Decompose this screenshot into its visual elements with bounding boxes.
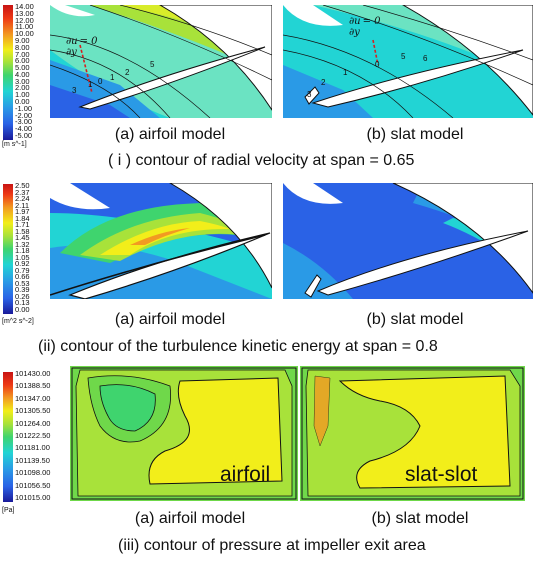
colorbar-tick-label: -4.00	[15, 124, 33, 134]
colorbar-tick-label: 10.00	[15, 29, 34, 39]
colorbar-tick-label: 0.53	[15, 278, 30, 288]
colorbar-tick-label: 101305.50	[15, 406, 51, 416]
velocity-unit: [m s^-1]	[2, 141, 27, 148]
contour-label: 1	[343, 68, 348, 77]
slat-slot-overlay-label: slat-slot	[405, 463, 478, 486]
caption-1a: (a) airfoil model	[114, 126, 226, 143]
gradient-annotation-a: ∂u = 0 ∂y	[66, 36, 98, 58]
contour-label: 2	[125, 68, 130, 77]
gradient-annotation-b: ∂u = 0 ∂y	[349, 16, 381, 38]
pressure-airfoil-panel	[70, 366, 298, 501]
tke-colorbar-gradient	[3, 184, 13, 314]
contour-label: 3	[72, 86, 77, 95]
section-title-2: (ii) contour of the turbulence kinetic e…	[38, 338, 438, 355]
section-title-3: (iii) contour of pressure at impeller ex…	[118, 537, 426, 554]
colorbar-tick-label: 2.50	[15, 181, 30, 190]
colorbar-tick-label: -5.00	[15, 131, 33, 140]
colorbar-tick-label: 101347.00	[15, 393, 51, 403]
colorbar-tick-label: 0.26	[15, 291, 30, 301]
radial-velocity-slat-panel: 3 2 1 0 5 6	[283, 5, 533, 118]
contour-label: 2	[321, 78, 326, 87]
colorbar-tick-label: 2.11	[15, 200, 30, 210]
pressure-colorbar-gradient	[3, 372, 13, 502]
colorbar-tick-label: 1.45	[15, 233, 30, 243]
colorbar-tick-label: 5.00	[15, 63, 30, 73]
colorbar-tick-label: 0.66	[15, 272, 30, 282]
colorbar-tick-label: 0.13	[15, 298, 30, 308]
colorbar-tick-label: 1.97	[15, 207, 30, 217]
colorbar-tick-label: 0.39	[15, 285, 30, 295]
velocity-colorbar-ticks: 14.00 13.00 12.00 11.00 10.00 9.00 8.00 7.00 6.0…	[15, 3, 45, 140]
contour-label: 3	[307, 90, 312, 99]
colorbar-tick-label: 4.00	[15, 69, 30, 79]
tke-colorbar-ticks: 2.50 2.37 2.24 2.11 1.97 1.84 1.71 1.58 1.45 1.32…	[15, 182, 45, 314]
pressure-slat-panel	[300, 366, 525, 501]
airfoil-overlay-label: airfoil	[220, 463, 271, 486]
contour-label: 1	[110, 73, 115, 82]
colorbar-tick-label: 11.00	[15, 22, 34, 32]
colorbar-tick-label: 101181.00	[15, 443, 50, 453]
pressure-unit: [Pa]	[2, 507, 15, 514]
colorbar-tick-label: 7.00	[15, 49, 30, 59]
colorbar-tick-label: 0.92	[15, 259, 30, 269]
caption-2b: (b) slat model	[366, 311, 464, 328]
colorbar-tick-label: 1.71	[15, 220, 30, 230]
colorbar-tick-label: 101139.50	[15, 455, 50, 465]
colorbar-tick-label: 14.00	[15, 2, 34, 11]
colorbar-tick-label: 1.84	[15, 213, 30, 223]
colorbar-tick-label: 12.00	[15, 15, 34, 25]
colorbar-tick-label: 101015.00	[15, 493, 51, 502]
colorbar-tick-label: 1.00	[15, 90, 30, 100]
colorbar-tick-label: 3.00	[15, 76, 30, 86]
colorbar-tick-label: 1.05	[15, 252, 30, 262]
colorbar-tick-label: 0.79	[15, 265, 30, 275]
tke-unit: [m^2 s^-2]	[2, 318, 34, 325]
colorbar-tick-label: 101056.50	[15, 480, 51, 490]
section-title-1: ( i ) contour of radial velocity at span…	[108, 152, 415, 169]
colorbar-tick-label: 6.00	[15, 56, 30, 66]
colorbar-tick-label: 1.32	[15, 239, 30, 249]
caption-3a: (a) airfoil model	[134, 510, 246, 527]
tke-slat-panel	[283, 183, 533, 299]
colorbar-tick-label: 101430.00	[15, 369, 51, 378]
contour-label: 5	[401, 52, 406, 61]
contour-label: 0	[98, 77, 103, 86]
colorbar-tick-label: -2.00	[15, 110, 33, 120]
colorbar-tick-label: -1.00	[15, 103, 33, 113]
contour-label: 6	[423, 54, 428, 63]
colorbar-tick-label: 1.18	[15, 246, 30, 256]
colorbar-tick-label: 101264.00	[15, 418, 51, 428]
colorbar-tick-label: -3.00	[15, 117, 33, 127]
colorbar-tick-label: 2.00	[15, 83, 30, 93]
contour-label: 1	[88, 80, 93, 89]
contour-label: 0	[375, 60, 380, 69]
tke-airfoil-panel	[50, 183, 272, 299]
colorbar-tick-label: 9.00	[15, 35, 30, 45]
colorbar-tick-label: 2.37	[15, 187, 30, 197]
colorbar-tick-label: 101388.50	[15, 381, 51, 391]
pressure-colorbar-ticks: 101430.00 101388.50 101347.00 101305.50 1012…	[15, 370, 55, 502]
colorbar-tick-label: 0.00	[15, 305, 30, 314]
radial-velocity-airfoil-panel: 3 1 0 1 2 5	[50, 5, 272, 118]
colorbar-tick-label: 8.00	[15, 42, 30, 52]
colorbar-tick-label: 1.58	[15, 226, 30, 236]
colorbar-tick-label: 13.00	[15, 8, 34, 18]
velocity-colorbar-gradient	[3, 5, 13, 140]
caption-3b: (b) slat model	[371, 510, 469, 527]
contour-label: 5	[150, 60, 155, 69]
colorbar-tick-label: 0.00	[15, 97, 30, 107]
colorbar-tick-label: 101098.00	[15, 468, 51, 478]
caption-2a: (a) airfoil model	[114, 311, 226, 328]
caption-1b: (b) slat model	[366, 126, 464, 143]
colorbar-tick-label: 101222.50	[15, 431, 51, 440]
colorbar-tick-label: 2.24	[15, 194, 30, 204]
